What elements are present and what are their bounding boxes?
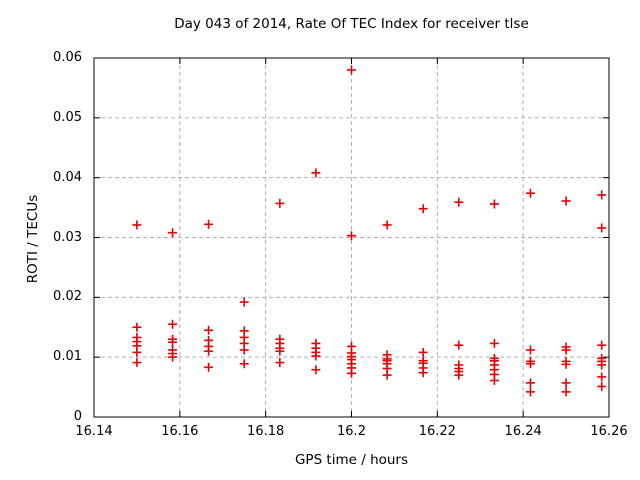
chart-title: Day 043 of 2014, Rate Of TEC Index for r… <box>174 16 529 32</box>
x-tick-label: 16.2 <box>337 424 366 439</box>
x-tick-label: 16.24 <box>504 424 542 439</box>
x-tick-label: 16.22 <box>418 424 456 439</box>
plot-border <box>93 57 610 418</box>
x-tick-label: 16.26 <box>590 424 628 439</box>
x-tick-label: 16.14 <box>75 424 113 439</box>
x-axis-label: GPS time / hours <box>294 452 409 468</box>
y-tick-label: 0.04 <box>53 169 82 185</box>
x-tick-label: 16.16 <box>161 424 199 439</box>
y-tick-label: 0.06 <box>53 50 82 65</box>
y-tick-label: 0.02 <box>53 289 82 305</box>
y-tick-label: 0 <box>73 409 82 424</box>
y-tick-label: 0.01 <box>53 349 82 365</box>
y-tick-label: 0.03 <box>53 229 82 245</box>
y-tick-label: 0.05 <box>53 109 82 125</box>
x-tick-label: 16.18 <box>247 424 285 439</box>
